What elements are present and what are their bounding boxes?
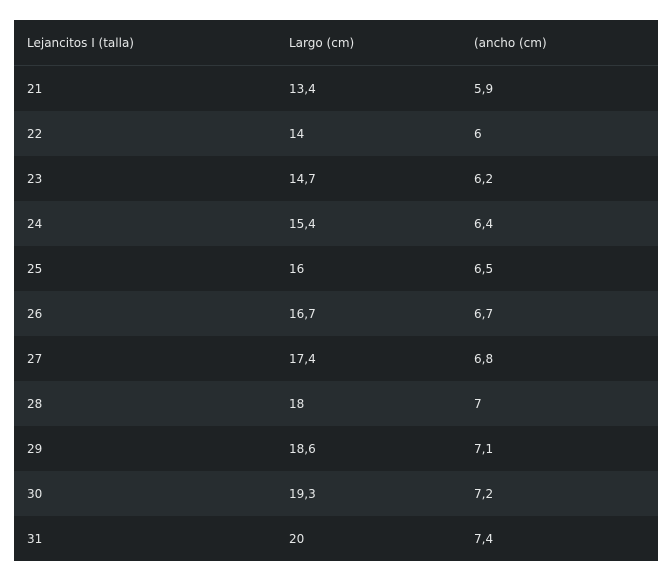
cell-length: 20 (289, 531, 305, 546)
cell-size: 25 (27, 261, 43, 276)
size-table: Lejancitos I (talla) Largo (cm) (ancho (… (14, 20, 658, 561)
cell-size: 27 (27, 351, 43, 366)
table-row: 24 15,4 6,4 (14, 201, 658, 246)
header-width: (ancho (cm) (474, 35, 547, 50)
cell-length: 16 (289, 261, 305, 276)
table-row: 29 18,6 7,1 (14, 426, 658, 471)
cell-size: 26 (27, 306, 43, 321)
cell-width: 6,7 (474, 306, 494, 321)
cell-size: 23 (27, 171, 43, 186)
cell-width: 6,8 (474, 351, 494, 366)
cell-width: 6 (474, 126, 482, 141)
cell-width: 6,5 (474, 261, 494, 276)
cell-size: 21 (27, 81, 43, 96)
table-header: Lejancitos I (talla) Largo (cm) (ancho (… (14, 20, 658, 66)
cell-size: 22 (27, 126, 43, 141)
table-row: 28 18 7 (14, 381, 658, 426)
cell-width: 6,2 (474, 171, 494, 186)
cell-size: 30 (27, 486, 43, 501)
cell-length: 18,6 (289, 441, 316, 456)
table-row: 31 20 7,4 (14, 516, 658, 561)
table-row: 26 16,7 6,7 (14, 291, 658, 336)
cell-length: 13,4 (289, 81, 316, 96)
cell-length: 14,7 (289, 171, 316, 186)
cell-length: 19,3 (289, 486, 316, 501)
header-length: Largo (cm) (289, 35, 355, 50)
table-row: 23 14,7 6,2 (14, 156, 658, 201)
cell-width: 7,4 (474, 531, 494, 546)
header-size: Lejancitos I (talla) (27, 35, 134, 50)
cell-size: 29 (27, 441, 43, 456)
cell-length: 18 (289, 396, 305, 411)
cell-length: 15,4 (289, 216, 316, 231)
table-row: 21 13,4 5,9 (14, 66, 658, 111)
cell-length: 14 (289, 126, 305, 141)
cell-length: 17,4 (289, 351, 316, 366)
cell-size: 31 (27, 531, 43, 546)
table-row: 22 14 6 (14, 111, 658, 156)
cell-width: 5,9 (474, 81, 494, 96)
cell-width: 7,1 (474, 441, 494, 456)
cell-length: 16,7 (289, 306, 316, 321)
table-row: 30 19,3 7,2 (14, 471, 658, 516)
cell-width: 6,4 (474, 216, 494, 231)
cell-width: 7,2 (474, 486, 494, 501)
table-row: 25 16 6,5 (14, 246, 658, 291)
cell-size: 24 (27, 216, 43, 231)
cell-size: 28 (27, 396, 43, 411)
cell-width: 7 (474, 396, 482, 411)
table-row: 27 17,4 6,8 (14, 336, 658, 381)
